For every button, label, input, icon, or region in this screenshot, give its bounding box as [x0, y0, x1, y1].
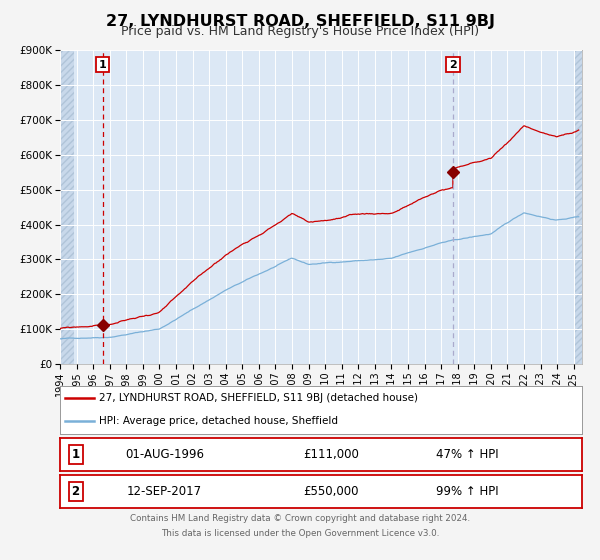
Text: Price paid vs. HM Land Registry's House Price Index (HPI): Price paid vs. HM Land Registry's House … — [121, 25, 479, 38]
Text: This data is licensed under the Open Government Licence v3.0.: This data is licensed under the Open Gov… — [161, 529, 439, 538]
Text: 47% ↑ HPI: 47% ↑ HPI — [436, 448, 499, 461]
Text: £111,000: £111,000 — [304, 448, 359, 461]
Text: 27, LYNDHURST ROAD, SHEFFIELD, S11 9BJ (detached house): 27, LYNDHURST ROAD, SHEFFIELD, S11 9BJ (… — [99, 393, 418, 403]
Text: 99% ↑ HPI: 99% ↑ HPI — [436, 485, 499, 498]
Text: 27, LYNDHURST ROAD, SHEFFIELD, S11 9BJ: 27, LYNDHURST ROAD, SHEFFIELD, S11 9BJ — [106, 14, 494, 29]
Text: Contains HM Land Registry data © Crown copyright and database right 2024.: Contains HM Land Registry data © Crown c… — [130, 514, 470, 522]
FancyBboxPatch shape — [60, 50, 74, 364]
Text: 1: 1 — [71, 448, 80, 461]
Text: 2: 2 — [71, 485, 80, 498]
Text: 1: 1 — [99, 59, 107, 69]
Text: HPI: Average price, detached house, Sheffield: HPI: Average price, detached house, Shef… — [99, 416, 338, 426]
Text: 2: 2 — [449, 59, 457, 69]
Text: £550,000: £550,000 — [304, 485, 359, 498]
FancyBboxPatch shape — [575, 50, 583, 364]
Text: 12-SEP-2017: 12-SEP-2017 — [127, 485, 202, 498]
Text: 01-AUG-1996: 01-AUG-1996 — [125, 448, 204, 461]
